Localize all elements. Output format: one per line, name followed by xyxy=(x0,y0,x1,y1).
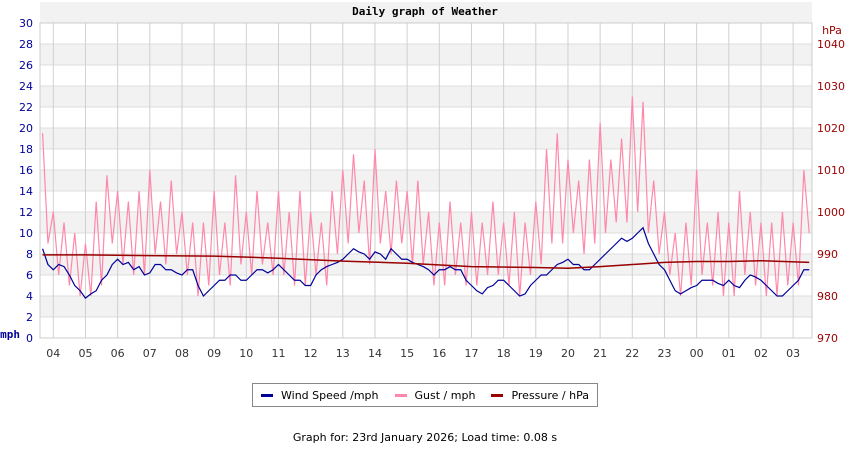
left-tick-label: 4 xyxy=(26,290,33,303)
x-tick-label: 01 xyxy=(722,347,736,360)
legend-item-wind: Wind Speed /mph xyxy=(261,389,379,402)
left-tick-label: 16 xyxy=(19,164,33,177)
wind-speed-series-line xyxy=(42,226,810,299)
x-tick-label: 19 xyxy=(529,347,543,360)
left-tick-label: 14 xyxy=(19,185,33,198)
x-tick-label: 16 xyxy=(432,347,446,360)
x-tick-label: 03 xyxy=(786,347,800,360)
left-tick-label: 8 xyxy=(26,248,33,261)
x-tick-label: 14 xyxy=(368,347,382,360)
legend-label-pressure: Pressure / hPa xyxy=(511,388,589,402)
left-tick-label: 10 xyxy=(19,227,33,240)
x-tick-label: 10 xyxy=(239,347,253,360)
plot-border xyxy=(39,22,813,339)
grid-band xyxy=(40,296,812,317)
left-axis-label: mph xyxy=(0,328,20,341)
left-tick-label: 30 xyxy=(19,17,33,30)
right-axis-label: hPa xyxy=(822,24,842,37)
chart-area: 0246810121416182022242628309709809901000… xyxy=(0,2,845,360)
x-tick-label: 20 xyxy=(561,347,575,360)
x-tick-label: 04 xyxy=(46,347,60,360)
footer-status: Graph for: 23rd January 2026; Load time:… xyxy=(292,431,558,444)
right-tick-label: 990 xyxy=(817,248,838,261)
x-tick-label: 07 xyxy=(143,347,157,360)
left-tick-label: 0 xyxy=(26,332,33,345)
wind-swatch xyxy=(261,393,273,397)
x-tick-label: 11 xyxy=(271,347,285,360)
left-tick-label: 2 xyxy=(26,311,33,324)
grid-band xyxy=(40,44,812,65)
grid-band xyxy=(40,2,812,23)
right-tick-label: 970 xyxy=(817,332,838,345)
x-tick-label: 05 xyxy=(78,347,92,360)
chart-title: Daily graph of Weather xyxy=(352,5,498,18)
legend-label-wind: Wind Speed /mph xyxy=(281,388,379,402)
left-tick-label: 6 xyxy=(26,269,33,282)
legend-item-gust: Gust / mph xyxy=(394,388,476,402)
x-tick-label: 13 xyxy=(336,347,350,360)
x-tick-label: 22 xyxy=(625,347,639,360)
right-tick-label: 1030 xyxy=(817,80,845,93)
x-tick-label: 08 xyxy=(175,347,189,360)
left-tick-label: 28 xyxy=(19,38,33,51)
gust-swatch xyxy=(394,393,407,397)
legend-item-pressure: Pressure / hPa xyxy=(491,389,589,402)
x-tick-label: 09 xyxy=(207,347,221,360)
left-tick-label: 18 xyxy=(19,143,33,156)
left-tick-label: 20 xyxy=(19,122,33,135)
left-tick-label: 22 xyxy=(19,101,33,114)
x-tick-label: 21 xyxy=(593,347,607,360)
right-tick-label: 1000 xyxy=(817,206,845,219)
pressure-series-line xyxy=(42,254,810,270)
x-tick-label: 02 xyxy=(754,347,768,360)
x-tick-label: 17 xyxy=(464,347,478,360)
grid-band xyxy=(40,128,812,149)
x-tick-label: 06 xyxy=(111,347,125,360)
pressure-swatch xyxy=(491,393,504,397)
x-tick-label: 15 xyxy=(400,347,414,360)
right-tick-label: 1010 xyxy=(817,164,845,177)
left-tick-label: 24 xyxy=(19,80,33,93)
left-tick-label: 26 xyxy=(19,59,33,72)
x-tick-label: 18 xyxy=(497,347,511,360)
legend: Wind Speed /mph Gust / mph Pressure / hP… xyxy=(252,383,598,407)
x-tick-label: 23 xyxy=(657,347,671,360)
grid-band xyxy=(40,86,812,107)
right-tick-label: 980 xyxy=(817,290,838,303)
gust-series-line xyxy=(41,96,810,297)
right-tick-label: 1020 xyxy=(817,122,845,135)
x-tick-label: 00 xyxy=(690,347,704,360)
x-tick-label: 12 xyxy=(304,347,318,360)
left-tick-label: 12 xyxy=(19,206,33,219)
right-tick-label: 1040 xyxy=(817,38,845,51)
legend-label-gust: Gust / mph xyxy=(414,388,476,402)
